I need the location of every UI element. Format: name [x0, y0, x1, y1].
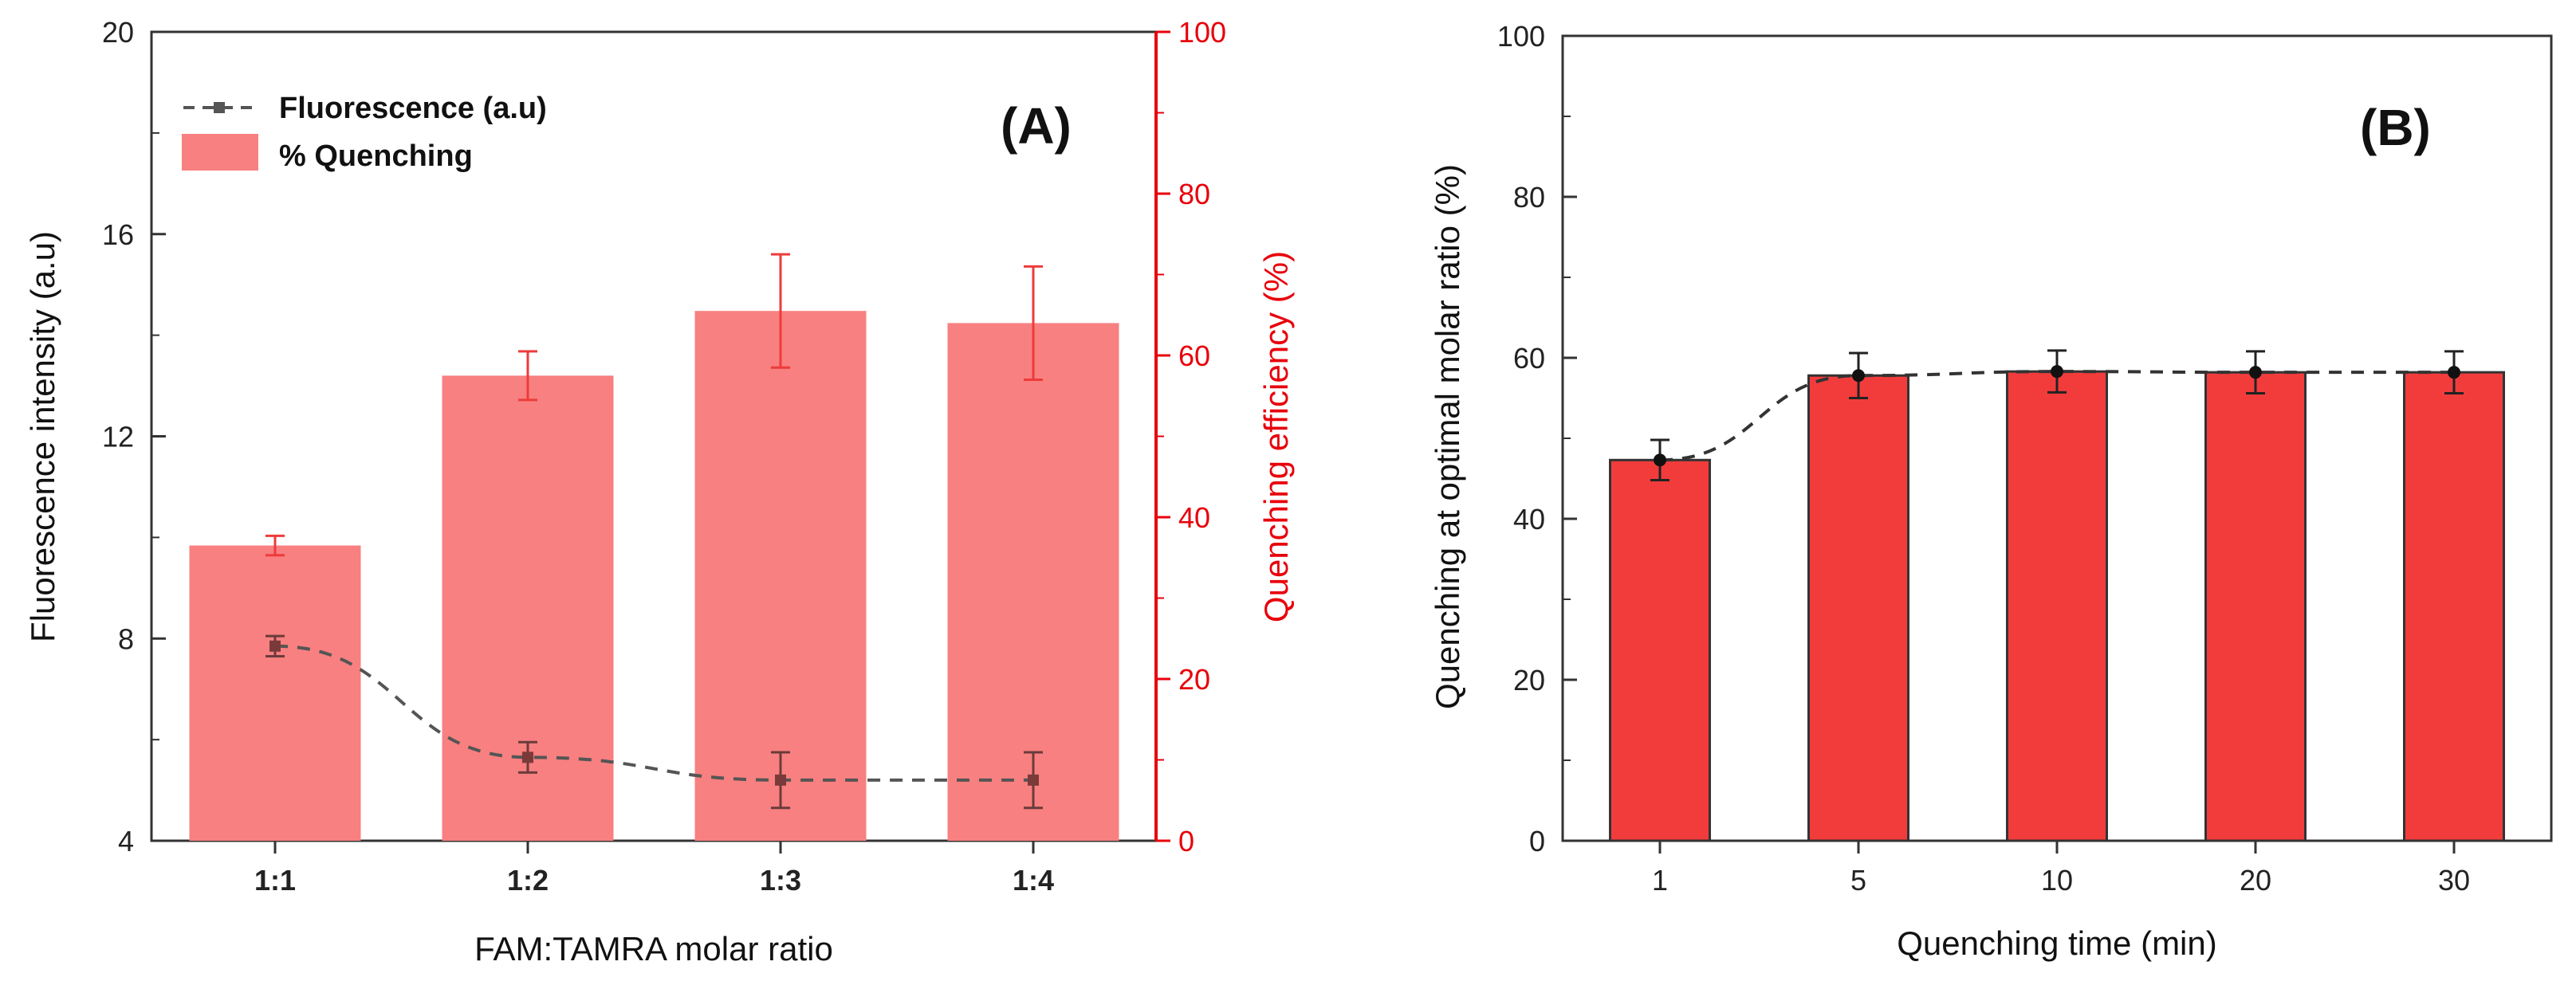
panel-a: 4 8 12 16 20 0 20 40 60 80 100 1:1 1:2 1:3 1:4 (A) F… [24, 16, 1295, 967]
x-tick-label: 1:2 [507, 864, 549, 897]
panel-a-y2-title: Quenching efficiency (%) [1257, 251, 1295, 622]
time-bar-10min [2006, 370, 2108, 842]
right-tick-label: 40 [1178, 501, 1210, 534]
panel-b: 0 20 40 60 80 100 1 5 10 20 30 (B) Quenching time… [1429, 20, 2553, 962]
panel-a-tag: (A) [1001, 97, 1072, 155]
quenching-time-line [1659, 370, 2454, 462]
time-point-30 [2448, 366, 2460, 379]
quenching-bar-1-1 [189, 545, 361, 841]
fluorescence-point-1 [269, 640, 281, 652]
panel-a-left-axis: 4 8 12 16 20 [102, 16, 166, 857]
b-y-tick-label: 60 [1513, 342, 1545, 375]
b-x-tick-label: 5 [1850, 864, 1866, 897]
left-tick-label: 12 [102, 421, 134, 453]
right-tick-label: 80 [1178, 178, 1210, 210]
time-bar-1min [1609, 458, 1711, 842]
time-bar-20min [2204, 371, 2307, 842]
x-tick-label: 1:4 [1013, 864, 1054, 897]
left-tick-label: 16 [102, 218, 134, 251]
time-point-1 [1654, 453, 1666, 467]
left-tick-label: 8 [118, 622, 134, 655]
time-bar-5min [1807, 374, 1909, 842]
panel-a-bars [189, 253, 1119, 841]
time-point-10 [2051, 365, 2063, 379]
panel-b-x-axis: 1 5 10 20 30 [1652, 841, 2470, 897]
panel-a-x-axis: 1:1 1:2 1:3 1:4 [254, 841, 1054, 897]
panel-b-plot-frame [1561, 34, 2553, 842]
b-x-tick-label: 1 [1652, 864, 1668, 897]
panel-b-y-title: Quenching at optimal molar ratio (%) [1429, 164, 1466, 709]
panel-a-y-title: Fluorescence intensity (a.u) [24, 231, 61, 642]
b-y-tick-label: 40 [1513, 503, 1545, 536]
time-bar-30min [2403, 371, 2505, 842]
legend-line-marker [214, 102, 225, 113]
panel-b-x-title: Quenching time (min) [1897, 924, 2216, 962]
fluorescence-point-2 [522, 752, 533, 763]
legend-bar-swatch [182, 134, 258, 171]
panel-a-x-title: FAM:TAMRA molar ratio [474, 930, 833, 967]
legend-fluorescence: Fluorescence (a.u) [279, 92, 547, 125]
panel-b-bars [1609, 370, 2505, 842]
fluorescence-line [274, 644, 1033, 782]
panel-a-legend: Fluorescence (a.u) % Quenching [182, 92, 547, 173]
x-tick-label: 1:3 [760, 864, 801, 897]
time-point-20 [2249, 366, 2262, 379]
panel-b-line [1650, 349, 2464, 482]
b-y-tick-label: 20 [1513, 664, 1545, 697]
right-tick-label: 60 [1178, 339, 1210, 372]
b-y-tick-label: 100 [1497, 20, 1545, 53]
right-tick-label: 0 [1178, 825, 1194, 857]
b-x-tick-label: 30 [2438, 864, 2470, 897]
panel-a-line [265, 634, 1043, 810]
fluorescence-point-3 [775, 774, 786, 786]
x-tick-label: 1:1 [254, 864, 296, 897]
panel-a-right-axis: 0 20 40 60 80 100 [1154, 16, 1226, 857]
right-tick-label: 100 [1178, 16, 1226, 49]
time-point-5 [1852, 369, 1865, 383]
legend-quenching: % Quenching [279, 139, 473, 173]
b-y-tick-label: 80 [1513, 181, 1545, 214]
left-tick-label: 20 [102, 16, 134, 49]
b-x-tick-label: 20 [2240, 864, 2271, 897]
left-tick-label: 4 [118, 825, 134, 857]
panel-b-tag: (B) [2360, 99, 2431, 156]
right-tick-label: 20 [1178, 663, 1210, 696]
b-x-tick-label: 10 [2041, 864, 2073, 897]
fluorescence-point-4 [1028, 774, 1039, 786]
panel-b-y-axis: 0 20 40 60 80 100 [1497, 20, 1577, 857]
b-y-tick-label: 0 [1529, 825, 1545, 857]
